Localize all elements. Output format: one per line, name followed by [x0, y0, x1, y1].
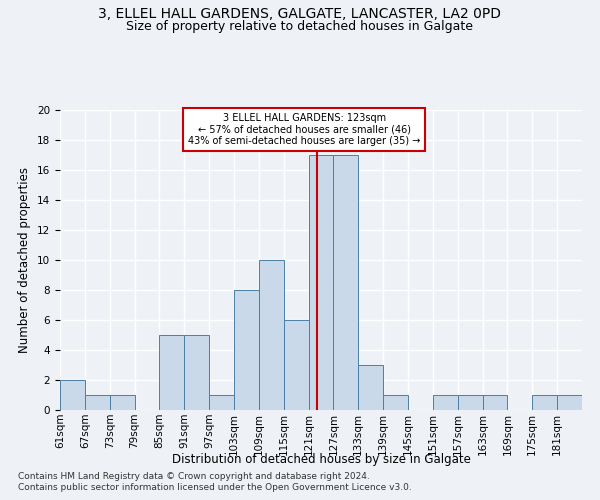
Bar — [532, 395, 557, 410]
Text: Size of property relative to detached houses in Galgate: Size of property relative to detached ho… — [127, 20, 473, 33]
Bar — [184, 335, 209, 410]
Bar — [284, 320, 308, 410]
Bar — [308, 155, 334, 410]
Bar — [557, 395, 582, 410]
Text: 3 ELLEL HALL GARDENS: 123sqm
← 57% of detached houses are smaller (46)
43% of se: 3 ELLEL HALL GARDENS: 123sqm ← 57% of de… — [188, 113, 421, 146]
Bar — [358, 365, 383, 410]
Bar — [383, 395, 408, 410]
Bar — [334, 155, 358, 410]
Text: 3, ELLEL HALL GARDENS, GALGATE, LANCASTER, LA2 0PD: 3, ELLEL HALL GARDENS, GALGATE, LANCASTE… — [98, 8, 502, 22]
Text: Contains public sector information licensed under the Open Government Licence v3: Contains public sector information licen… — [18, 484, 412, 492]
Bar — [160, 335, 184, 410]
Bar — [110, 395, 134, 410]
Bar — [209, 395, 234, 410]
Bar — [482, 395, 508, 410]
Y-axis label: Number of detached properties: Number of detached properties — [19, 167, 31, 353]
Bar — [85, 395, 110, 410]
Bar — [458, 395, 482, 410]
Bar — [60, 380, 85, 410]
Bar — [433, 395, 458, 410]
Bar — [234, 290, 259, 410]
Text: Distribution of detached houses by size in Galgate: Distribution of detached houses by size … — [172, 452, 470, 466]
Text: Contains HM Land Registry data © Crown copyright and database right 2024.: Contains HM Land Registry data © Crown c… — [18, 472, 370, 481]
Bar — [259, 260, 284, 410]
